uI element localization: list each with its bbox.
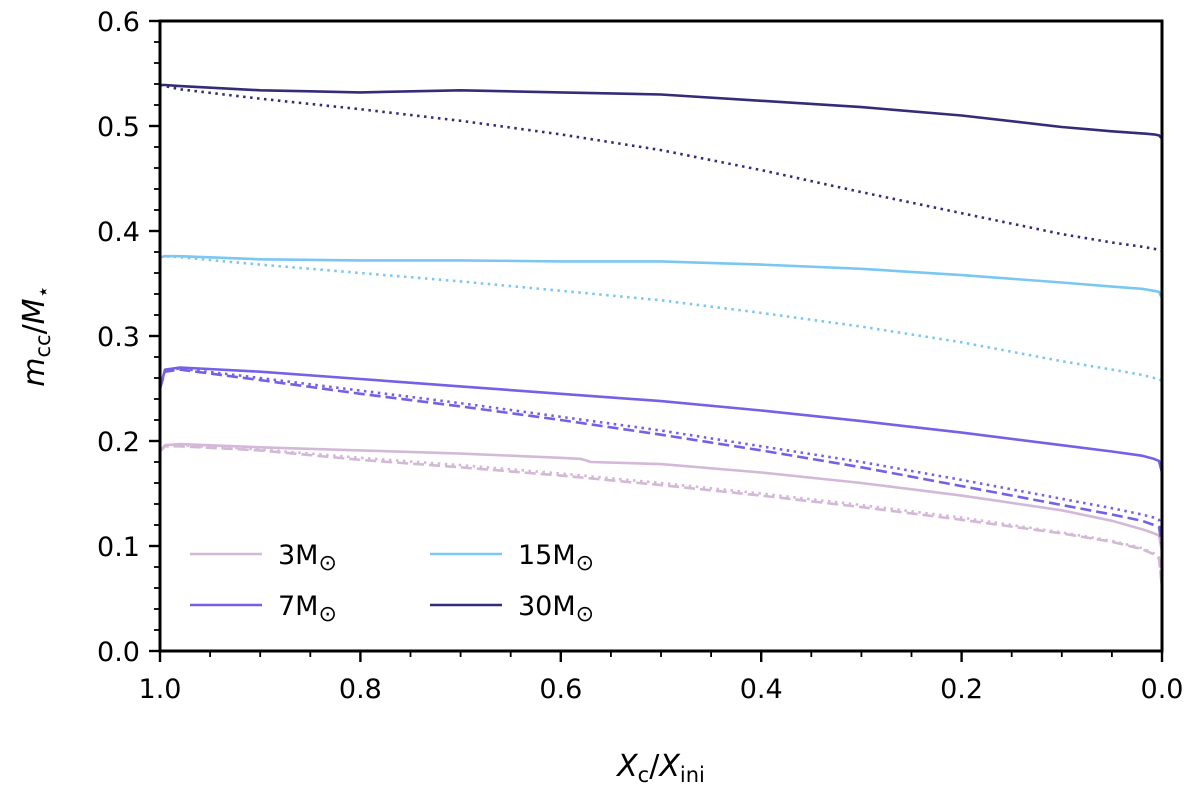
- ticks-layer: 1.0 0.8 0.6 0.4 0.2 0.0 0.0 0.1 0.2 0.3 0.4 0.5 0.6: [97, 7, 1183, 705]
- x-tick-label: 0.6: [539, 674, 582, 705]
- y-tick-label: 0.6: [97, 7, 140, 38]
- y-tick-label: 0.2: [97, 427, 140, 458]
- series-line-15M-solid: [159, 254, 1164, 299]
- y-axis-label: mcc/M⋆: [17, 285, 55, 386]
- x-tick-label: 1.0: [139, 674, 182, 705]
- series-line-7M-dashed: [158, 368, 1164, 547]
- series-line-15M-dotted: [159, 254, 1163, 383]
- series-layer: [158, 83, 1164, 589]
- legend-sun-symbol: ⊙: [318, 551, 336, 576]
- legend-label: 7M⊙: [278, 591, 337, 627]
- series-line-3M-dotted: [159, 443, 1164, 587]
- series-line-7M-solid: [158, 366, 1164, 473]
- legend-label: 3M⊙: [278, 540, 337, 576]
- x-axis-label: Xc/Xini: [615, 749, 705, 787]
- y-tick-label: 0.3: [97, 322, 140, 353]
- legend-sun-symbol: ⊙: [576, 551, 594, 576]
- series-line-3M-solid: [158, 442, 1164, 552]
- legend: 3M⊙ 15M⊙ 7M⊙ 30M⊙: [190, 540, 594, 627]
- y-tick-label: 0.4: [97, 217, 140, 248]
- legend-sun-symbol: ⊙: [576, 602, 594, 627]
- legend-label: 15M⊙: [518, 540, 594, 576]
- series-line-7M-dotted: [158, 367, 1164, 536]
- x-tick-label: 0.2: [940, 674, 983, 705]
- x-tick-label: 0.8: [339, 674, 382, 705]
- y-tick-label: 0.0: [97, 637, 140, 668]
- legend-sun-symbol: ⊙: [318, 602, 336, 627]
- x-tick-label: 0.0: [1141, 674, 1184, 705]
- legend-label: 30M⊙: [518, 591, 594, 627]
- x-tick-label: 0.4: [740, 674, 783, 705]
- y-tick-label: 0.1: [97, 532, 140, 563]
- y-tick-label: 0.5: [97, 112, 140, 143]
- series-line-30M-solid: [160, 83, 1163, 140]
- series-line-30M-dotted: [159, 83, 1163, 253]
